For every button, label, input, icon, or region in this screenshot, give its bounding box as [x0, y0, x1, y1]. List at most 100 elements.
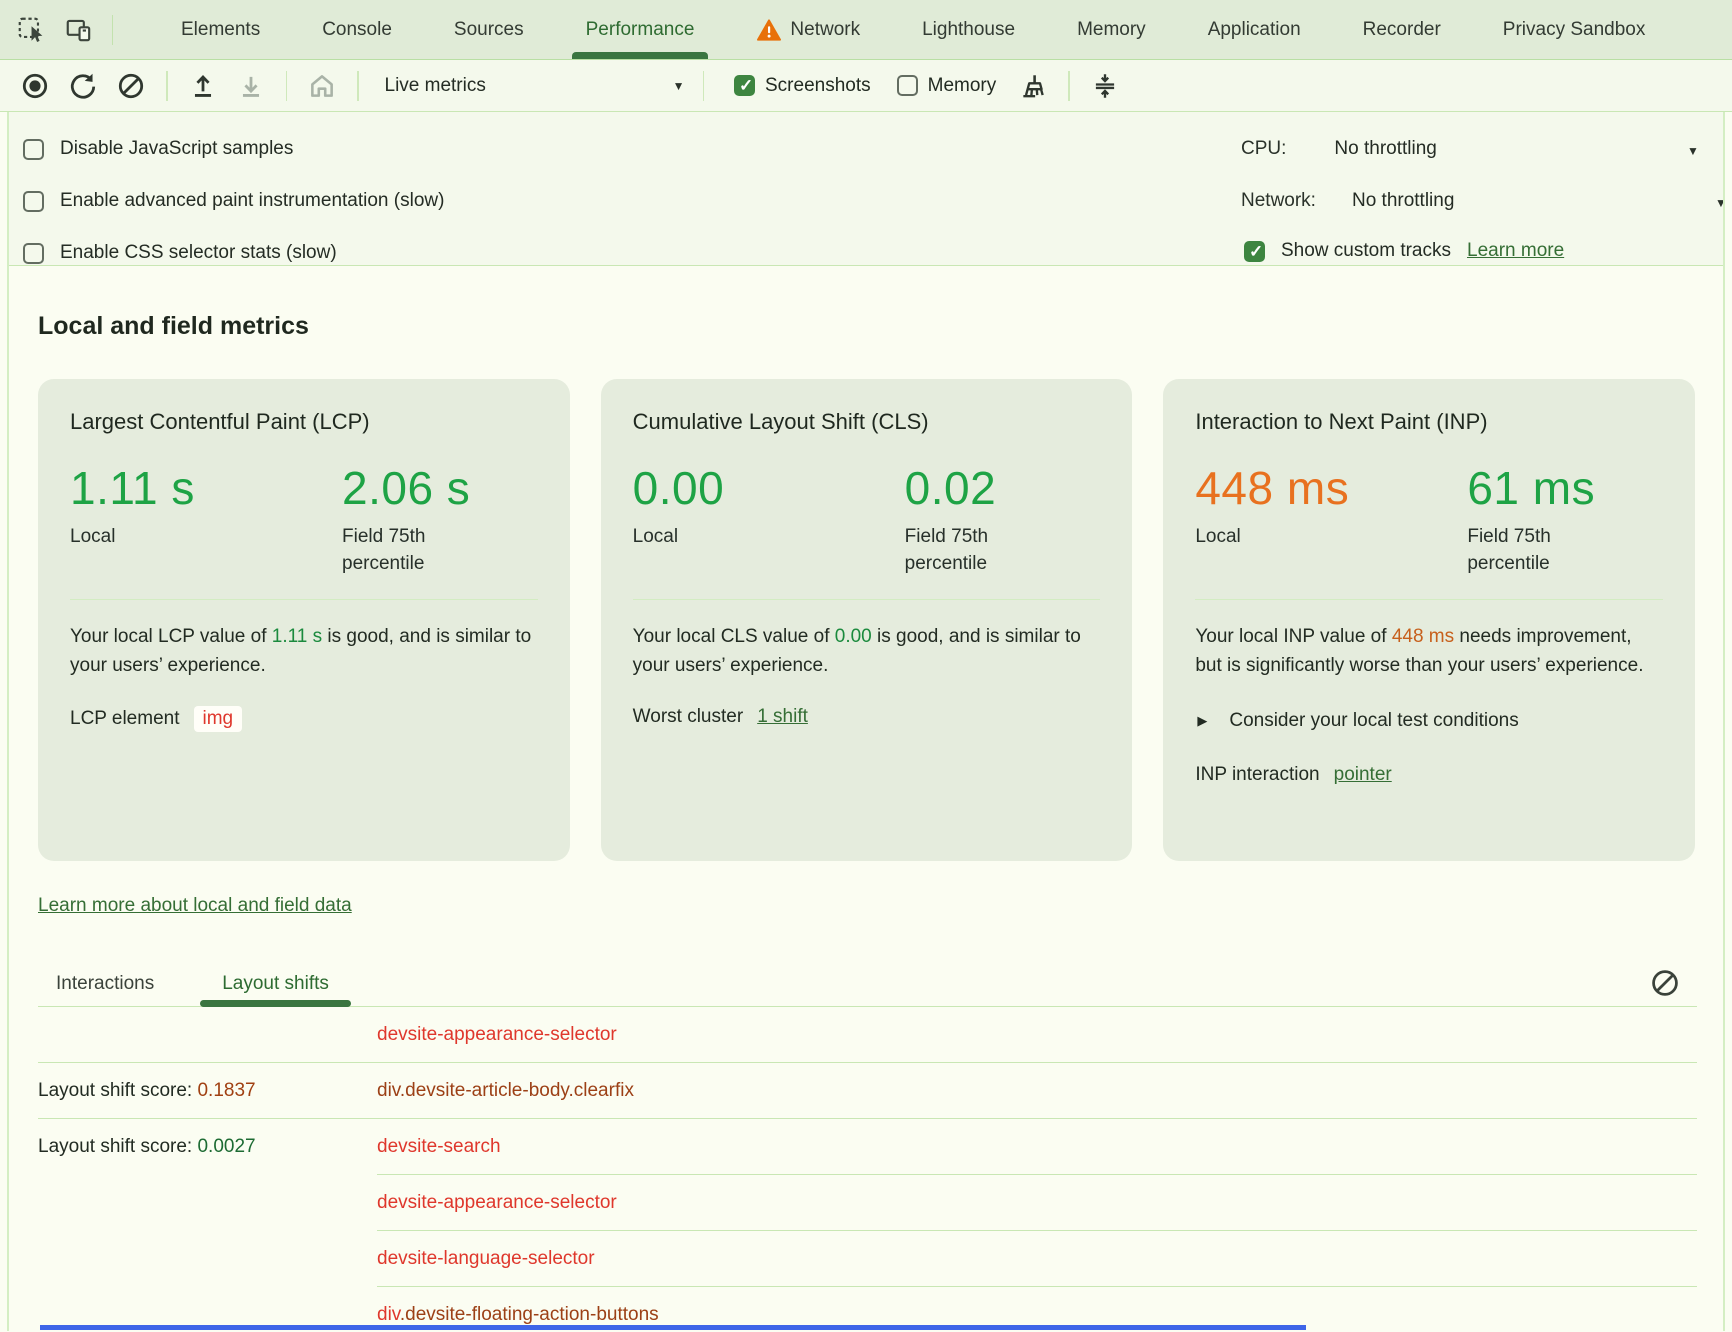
panel-mode-select[interactable]: Live metrics ▼	[385, 75, 685, 97]
tab-lighthouse[interactable]: Lighthouse	[922, 0, 1015, 59]
collect-garbage-button[interactable]	[1016, 69, 1050, 103]
tab-layout-shifts[interactable]: Layout shifts	[222, 961, 329, 1007]
performance-toolbar: Live metrics ▼ Screenshots Memory	[0, 60, 1732, 112]
show-custom-tracks-label[interactable]: Show custom tracks	[1281, 240, 1451, 262]
local-label: Local	[633, 523, 758, 550]
shift-node-link[interactable]: div.devsite-floating-action-buttons	[377, 1304, 659, 1326]
log-tab-label: Interactions	[56, 973, 154, 995]
memory-checkbox[interactable]	[897, 75, 918, 96]
device-toolbar-icon	[64, 15, 94, 45]
download-profile-button[interactable]	[234, 69, 268, 103]
memory-toggle: Memory	[897, 75, 997, 97]
record-button[interactable]	[18, 69, 52, 103]
log-tabs: Interactions Layout shifts	[9, 961, 1723, 1007]
tab-interactions[interactable]: Interactions	[56, 961, 154, 1007]
toolbar-separator	[357, 71, 359, 101]
lcp-element-node-link[interactable]: img	[194, 706, 243, 732]
cls-worst-cluster-row: Worst cluster 1 shift	[633, 706, 1101, 728]
tab-label: Performance	[586, 19, 695, 41]
shift-node-link[interactable]: devsite-search	[377, 1136, 501, 1158]
bottom-scroll-indicator[interactable]	[40, 1325, 1306, 1330]
log-tab-label: Layout shifts	[222, 973, 329, 995]
clear-recording-button[interactable]	[114, 69, 148, 103]
disclosure-triangle-icon: ▶	[1197, 713, 1207, 729]
shift-node-link[interactable]: div.devsite-article-body.clearfix	[377, 1080, 634, 1102]
tab-performance[interactable]: Performance	[586, 0, 695, 59]
metric-cards: Largest Contentful Paint (LCP) 1.11 s Lo…	[38, 379, 1695, 861]
reload-and-record-button[interactable]	[66, 69, 100, 103]
custom-tracks-learn-more-link[interactable]: Learn more	[1467, 240, 1564, 262]
toolbar-separator	[286, 71, 288, 101]
screenshots-checkbox[interactable]	[734, 75, 755, 96]
disable-js-samples-label[interactable]: Disable JavaScript samples	[60, 138, 293, 160]
tab-recorder[interactable]: Recorder	[1363, 0, 1441, 59]
cls-inline-value: 0.00	[835, 626, 872, 647]
clear-log-button[interactable]	[1649, 967, 1681, 999]
cls-card-title: Cumulative Layout Shift (CLS)	[633, 409, 1101, 435]
css-selector-stats-checkbox[interactable]	[23, 243, 44, 264]
lcp-element-label: LCP element	[70, 708, 180, 730]
section-title: Local and field metrics	[9, 266, 1723, 341]
inp-card-title: Interaction to Next Paint (INP)	[1195, 409, 1663, 435]
local-test-conditions-disclosure[interactable]: ▶ Consider your local test conditions	[1195, 710, 1663, 732]
tab-label: Network	[790, 19, 860, 41]
inp-interaction-link[interactable]: pointer	[1334, 764, 1392, 786]
garbage-collect-broom-icon	[1018, 71, 1048, 101]
lcp-inline-value: 1.11 s	[272, 626, 322, 647]
interactions-log: Interactions Layout shifts devsite-appea…	[9, 961, 1723, 1330]
tab-memory[interactable]: Memory	[1077, 0, 1146, 59]
tab-console[interactable]: Console	[322, 0, 392, 59]
network-chevron-down-icon[interactable]: ▼	[1715, 196, 1725, 210]
inp-local-value: 448 ms	[1195, 461, 1467, 515]
memory-label[interactable]: Memory	[928, 75, 997, 97]
network-throttling-select[interactable]: No throttling	[1352, 190, 1454, 212]
tab-elements[interactable]: Elements	[181, 0, 260, 59]
advanced-paint-checkbox[interactable]	[23, 191, 44, 212]
tab-sources[interactable]: Sources	[454, 0, 524, 59]
layout-shift-row: div.devsite-floating-action-buttons	[9, 1287, 1723, 1330]
tab-privacy-sandbox[interactable]: Privacy Sandbox	[1503, 0, 1646, 59]
live-metrics-pane: Disable JavaScript samples Enable advanc…	[7, 112, 1725, 1331]
lcp-local-value: 1.11 s	[70, 461, 342, 515]
lcp-card-title: Largest Contentful Paint (LCP)	[70, 409, 538, 435]
shift-node-link[interactable]: devsite-appearance-selector	[377, 1024, 617, 1046]
local-field-data-learn-more-link[interactable]: Learn more about local and field data	[38, 895, 352, 917]
shift-score: Layout shift score: 0.0027	[38, 1136, 377, 1158]
cpu-chevron-down-icon[interactable]: ▼	[1687, 144, 1699, 158]
shift-node-link[interactable]: devsite-language-selector	[377, 1248, 595, 1270]
chevron-down-icon: ▼	[673, 79, 685, 93]
advanced-paint-label[interactable]: Enable advanced paint instrumentation (s…	[60, 190, 444, 212]
collapse-sections-button[interactable]	[1088, 69, 1122, 103]
home-button[interactable]	[305, 69, 339, 103]
shift-score: Layout shift score: 0.1837	[38, 1080, 377, 1102]
tab-application[interactable]: Application	[1208, 0, 1301, 59]
record-icon	[20, 71, 50, 101]
worst-cluster-link[interactable]: 1 shift	[757, 706, 808, 728]
shift-node-link[interactable]: devsite-appearance-selector	[377, 1192, 617, 1214]
screenshots-toggle: Screenshots	[734, 75, 871, 97]
disable-js-samples-checkbox[interactable]	[23, 139, 44, 160]
devtools-window: Elements Console Sources Performance Net…	[0, 0, 1732, 1332]
local-label: Local	[70, 523, 195, 550]
field-label: Field 75th percentile	[1467, 523, 1592, 577]
inp-card: Interaction to Next Paint (INP) 448 ms L…	[1163, 379, 1695, 861]
cpu-throttling-select[interactable]: No throttling	[1334, 138, 1436, 160]
toolbar-separator	[1068, 71, 1070, 101]
field-label: Field 75th percentile	[342, 523, 467, 577]
cls-card: Cumulative Layout Shift (CLS) 0.00 Local…	[601, 379, 1133, 861]
warning-icon	[756, 18, 782, 42]
screenshots-label[interactable]: Screenshots	[765, 75, 871, 97]
network-throttling-row: Network: No throttling	[1241, 190, 1454, 212]
css-selector-stats-label[interactable]: Enable CSS selector stats (slow)	[60, 242, 337, 264]
tab-label: Application	[1208, 19, 1301, 41]
disable-js-samples-row: Disable JavaScript samples	[23, 138, 293, 160]
upload-profile-button[interactable]	[186, 69, 220, 103]
tab-network[interactable]: Network	[756, 0, 860, 59]
inspect-cursor-icon	[16, 15, 46, 45]
show-custom-tracks-row: Show custom tracks Learn more	[1244, 240, 1564, 262]
show-custom-tracks-checkbox[interactable]	[1244, 241, 1265, 262]
toggle-device-toolbar-button[interactable]	[62, 13, 96, 47]
inspect-element-button[interactable]	[14, 13, 48, 47]
local-label: Local	[1195, 523, 1320, 550]
clear-icon	[1649, 967, 1681, 999]
